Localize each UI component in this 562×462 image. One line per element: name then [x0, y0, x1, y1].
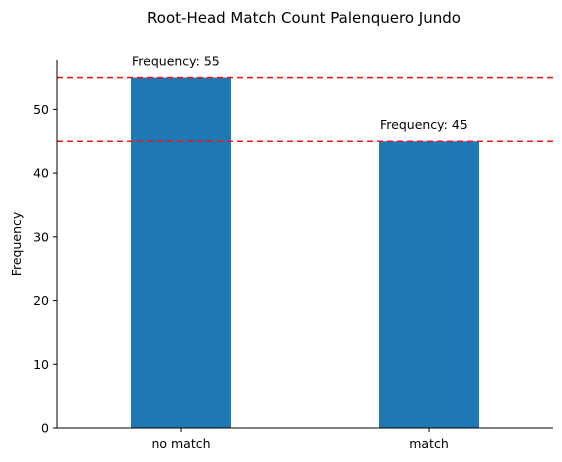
y-axis-label: Frequency: [9, 211, 24, 276]
y-tick-label: 50: [33, 102, 49, 117]
y-tick-label: 20: [33, 293, 49, 308]
y-tick-label: 10: [33, 357, 49, 372]
data-labels-layer: Frequency: 55 Frequency: 45: [132, 54, 468, 133]
y-tick-label: 30: [33, 229, 49, 244]
bar-match: [379, 141, 479, 428]
data-label: Frequency: 55: [132, 54, 220, 69]
data-label: Frequency: 45: [380, 117, 468, 132]
bars-layer: [131, 77, 479, 429]
bar-no-match: [131, 77, 231, 429]
chart-title: Root-Head Match Count Palenquero Jundo: [147, 9, 461, 27]
y-tick-label: 40: [33, 166, 49, 181]
x-tick-label: match: [409, 436, 449, 451]
axes-layer: 0 10 20 30 40 50 no match match: [33, 60, 553, 451]
reference-lines-layer: [57, 76, 553, 143]
x-tick-label: no match: [151, 436, 210, 451]
y-tick-label: 0: [41, 421, 49, 436]
